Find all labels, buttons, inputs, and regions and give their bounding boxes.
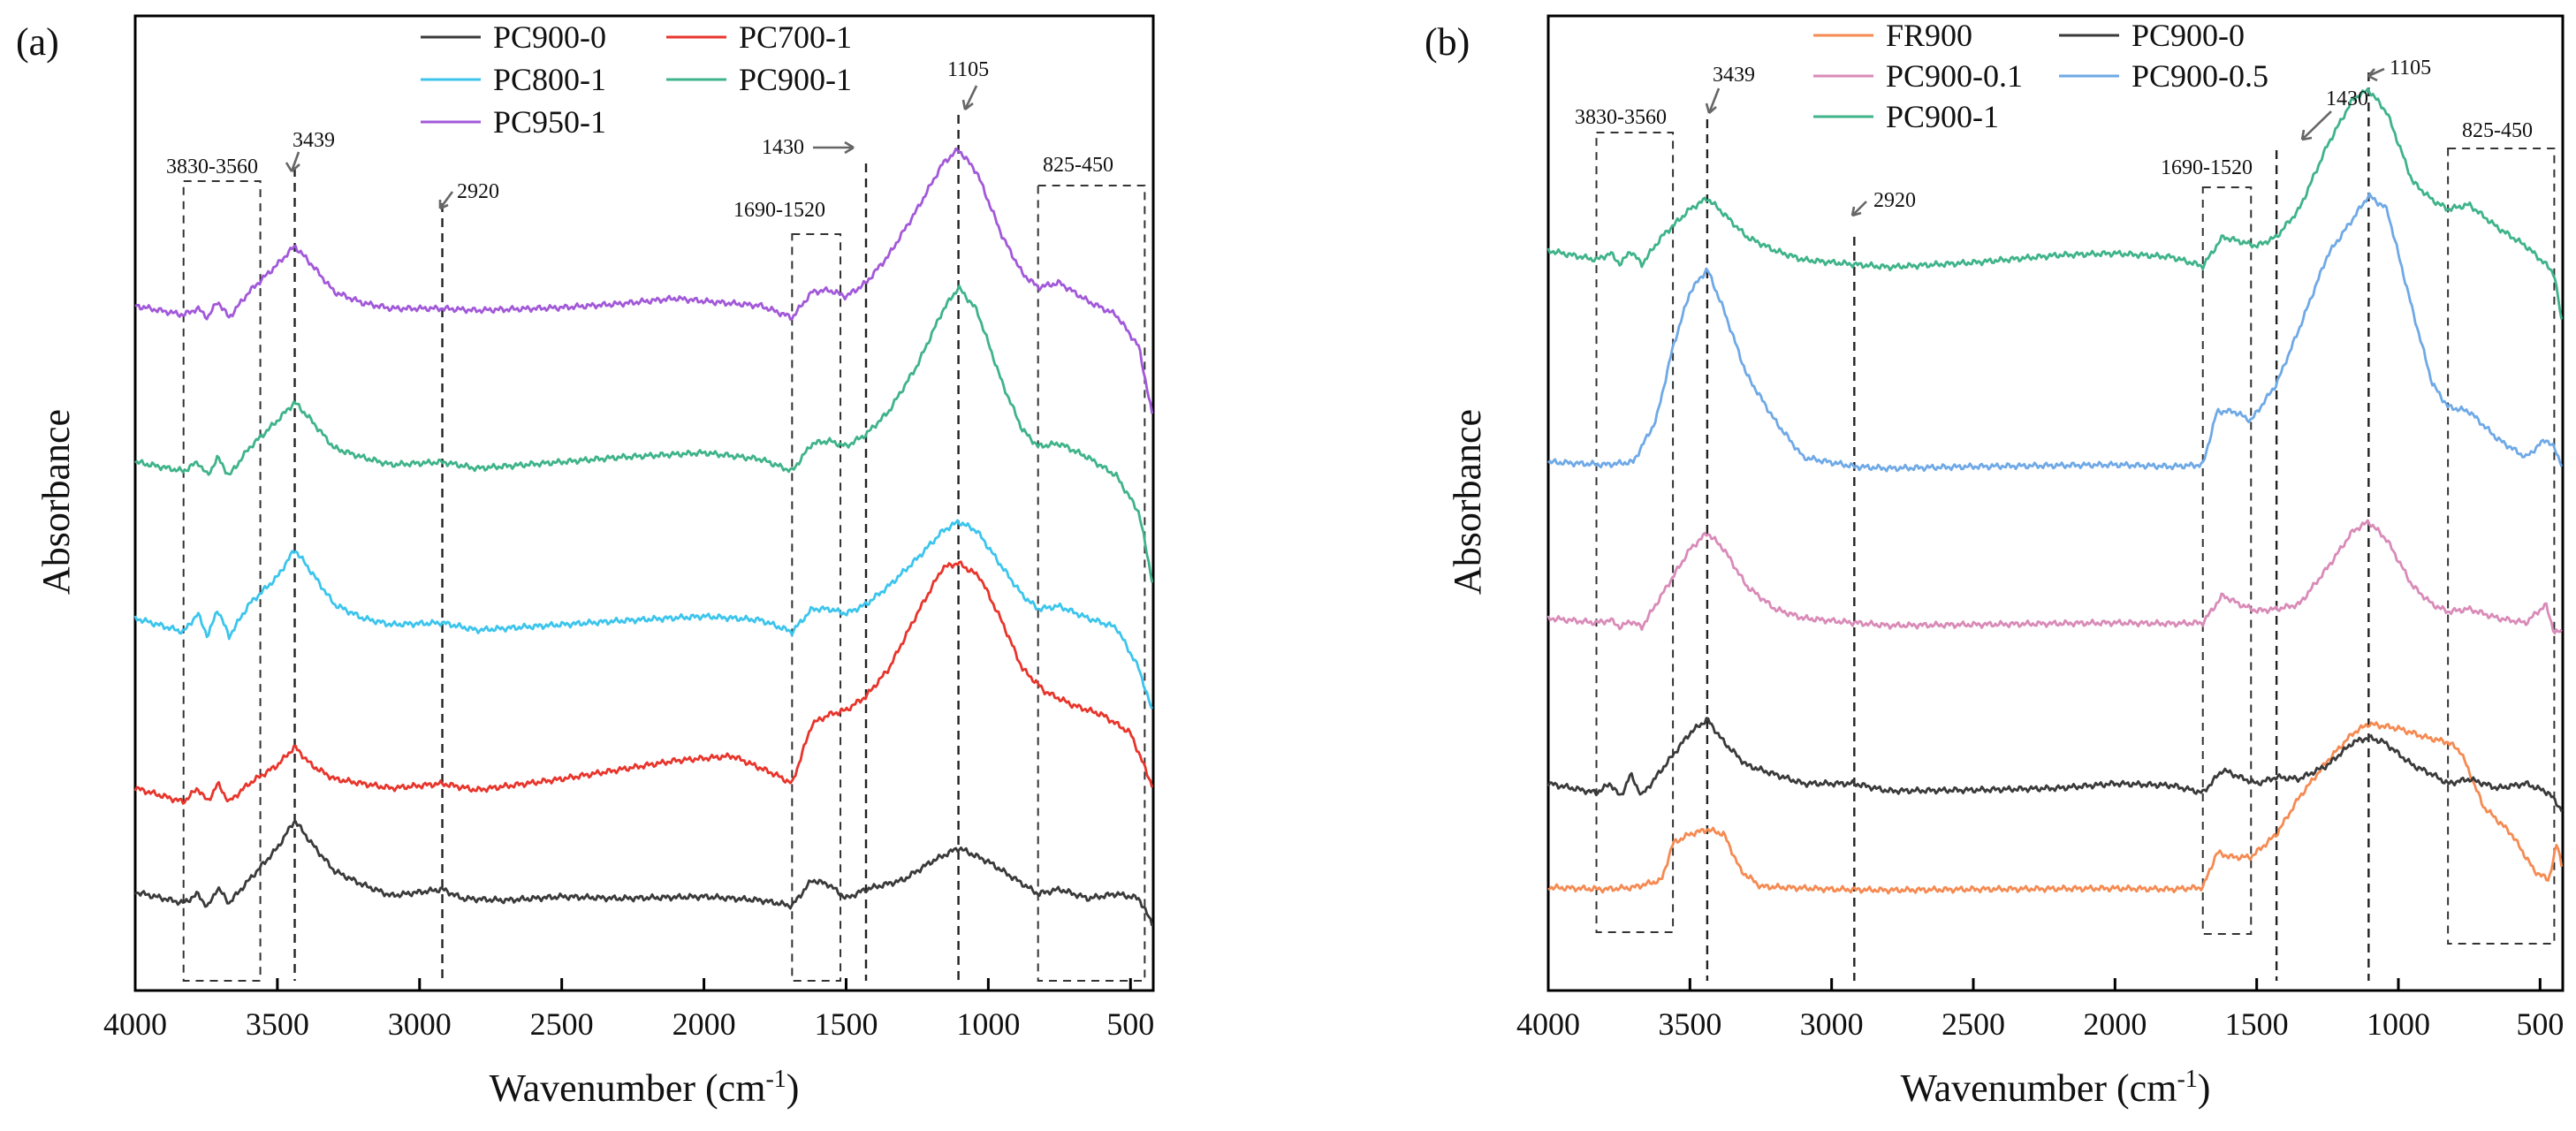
panel-a-series-pc900-0	[134, 820, 1154, 927]
panel-a-tick-label-2500: 2500	[530, 1006, 594, 1042]
panel-b-series-pc900-0-5	[1547, 192, 2563, 473]
panel-b-peak-label-1105: 1105	[2390, 57, 2431, 80]
panel-b-box-3830-3560	[1595, 132, 1675, 933]
panel-b-x-ticks: 4000 3500 3000 2500 2000 1500 1000 500	[1516, 978, 2564, 1042]
panel-b-plot-frame	[1546, 14, 2565, 992]
panel-b-tick-label-2000: 2000	[2083, 1006, 2147, 1042]
panel-a-box-label-3830-3560: 3830-3560	[166, 156, 258, 178]
panel-b-tick-label-3000: 3000	[1800, 1006, 1864, 1042]
panel-b-series-pc900-0-1	[1546, 519, 2563, 635]
panel-b-series-pc900-1	[1546, 87, 2564, 320]
panel-b-box-label-1690-1520: 1690-1520	[2161, 156, 2253, 179]
panel-a-box-label-1690-1520: 1690-1520	[733, 199, 825, 222]
panel-b-box-825-450	[2447, 148, 2556, 945]
panel-b-arrow-2920	[1850, 201, 1867, 217]
panel-b-box-label-3830-3560: 3830-3560	[1575, 106, 1667, 129]
panel-b-legend-pc900-1: PC900-1	[1886, 99, 1999, 134]
panel-b-tick-label-2500: 2500	[1941, 1006, 2005, 1042]
panel-b-tick-label-3500: 3500	[1658, 1006, 1721, 1042]
panel-a-plot-frame	[133, 14, 1155, 992]
panel-a-x-ticks: 4000 3500 3000 2500 2000 1500 1000 500	[103, 978, 1154, 1042]
panel-b-legend-pc900-0-5: PC900-0.5	[2131, 58, 2268, 94]
panel-a-tick-label-1500: 1500	[814, 1006, 878, 1042]
panel-b-tick-label-1500: 1500	[2225, 1006, 2289, 1042]
panel-a-tick-label-2000: 2000	[672, 1006, 736, 1042]
panel-b-peak-label-2920: 2920	[1873, 189, 1916, 212]
panel-b-x-axis-label: Wavenumber (cm-1)	[1901, 1066, 2211, 1110]
panel-a-series-pc950-1	[134, 147, 1154, 414]
panel-b-arrow-1105	[2367, 67, 2385, 82]
panel-a-legend: PC900-0 PC700-1 PC800-1 PC900-1 PC950-1	[421, 19, 852, 140]
panel-a-series	[133, 147, 1154, 927]
panel-a-legend-pc800-1: PC800-1	[493, 62, 606, 97]
panel-a-arrow-1430	[813, 140, 855, 155]
panel-a-series-pc900-1	[134, 285, 1154, 583]
panel-a-x-axis-label-sup: -1	[765, 1066, 786, 1093]
panel-a-x-axis-label-close: )	[786, 1066, 800, 1110]
panel-a-annotations: 3830-3560 1690-1520 825-450 3439 2920 14…	[166, 58, 1113, 222]
panel-b-legend-pc900-0-1: PC900-0.1	[1886, 58, 2023, 94]
panel-b-annotations: 3830-3560 1690-1520 825-450 3439 2920 14…	[1575, 57, 2533, 217]
panel-b-arrow-3439	[1705, 87, 1721, 114]
panel-b-tick-label-500: 500	[2516, 1006, 2564, 1042]
panel-a-tick-label-3500: 3500	[246, 1006, 309, 1042]
panel-a-arrow-3439	[285, 151, 300, 172]
panel-a-tick-label-4000: 4000	[103, 1006, 167, 1042]
panel-b-series-fr900	[1547, 721, 2564, 895]
panel-a-series-pc800-1	[133, 519, 1153, 710]
panel-a-box-825-450	[1037, 185, 1146, 982]
panel-b-x-axis-label-sup: -1	[2177, 1066, 2197, 1093]
panel-b-guides	[1706, 72, 2370, 981]
panel-a-peak-label-1430: 1430	[762, 136, 804, 159]
panel-a-peak-label-3439: 3439	[293, 129, 335, 152]
panel-a-guides	[293, 115, 960, 981]
panel-a-box-3830-3560	[182, 180, 262, 982]
panel-a-legend-pc950-1: PC950-1	[493, 104, 606, 140]
panel-b-tick-label-4000: 4000	[1516, 1006, 1580, 1042]
panel-a-arrow-1105	[961, 85, 978, 111]
panel-b-legend-fr900: FR900	[1886, 18, 1972, 53]
panel-b-x-axis-label-main: Wavenumber (cm	[1901, 1066, 2177, 1110]
panel-b-arrow-1430	[2300, 110, 2332, 141]
panel-a-boxes	[182, 180, 1146, 982]
panel-b-peak-label-1430: 1430	[2326, 87, 2368, 110]
panel-a-y-axis-label: Absorbance	[34, 409, 78, 595]
panel-b-boxes	[1595, 132, 2556, 945]
panel-b-series-pc900-0	[1546, 717, 2564, 812]
panel-a: (a) Absorbance Wavenumber (cm-1) 4000 350…	[16, 14, 1155, 1110]
panel-b-legend: FR900 PC900-0 PC900-0.1 PC900-0.5 PC900-…	[1813, 18, 2268, 134]
panel-a-tick-label-500: 500	[1106, 1006, 1154, 1042]
panel-a-series-pc700-1	[133, 560, 1154, 805]
panel-b-y-axis-label: Absorbance	[1446, 409, 1489, 595]
panel-a-box-1690-1520	[791, 233, 842, 982]
panel-a-tick-label-1000: 1000	[956, 1006, 1020, 1042]
panel-a-peak-label-1105: 1105	[947, 58, 989, 81]
panel-b-box-1690-1520	[2201, 186, 2253, 935]
panel-b-peak-label-3439: 3439	[1713, 64, 1755, 87]
panel-a-peak-label-2920: 2920	[457, 180, 499, 203]
panel-a-box-label-825-450: 825-450	[1043, 154, 1113, 177]
panel-a-x-axis-label: Wavenumber (cm-1)	[490, 1066, 800, 1110]
panel-a-legend-pc900-1: PC900-1	[739, 62, 852, 97]
panel-b-x-axis-label-close: )	[2198, 1066, 2211, 1110]
panel-a-x-axis-label-main: Wavenumber (cm	[490, 1066, 766, 1110]
panel-b-legend-pc900-0: PC900-0	[2131, 18, 2245, 53]
panel-b: (b) Absorbance Wavenumber (cm-1) 4000 350…	[1425, 14, 2565, 1110]
panel-a-arrow-2920	[438, 191, 454, 210]
panel-b-box-label-825-450: 825-450	[2462, 119, 2533, 142]
panel-b-series	[1546, 87, 2564, 895]
panel-a-label: (a)	[16, 20, 59, 64]
panel-a-tick-label-3000: 3000	[388, 1006, 452, 1042]
panel-a-legend-pc700-1: PC700-1	[739, 19, 852, 55]
panel-a-legend-pc900-0: PC900-0	[493, 19, 606, 55]
panel-b-label: (b)	[1425, 20, 1470, 64]
panel-b-tick-label-1000: 1000	[2367, 1006, 2430, 1042]
